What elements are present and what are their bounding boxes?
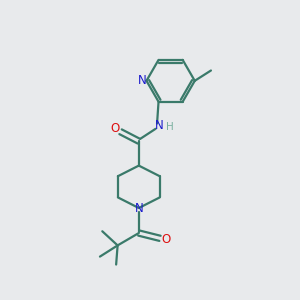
Text: N: N <box>138 74 147 87</box>
Text: O: O <box>161 233 170 246</box>
Text: H: H <box>167 122 174 132</box>
Text: N: N <box>134 202 143 215</box>
Text: O: O <box>111 122 120 135</box>
Text: N: N <box>155 119 164 132</box>
